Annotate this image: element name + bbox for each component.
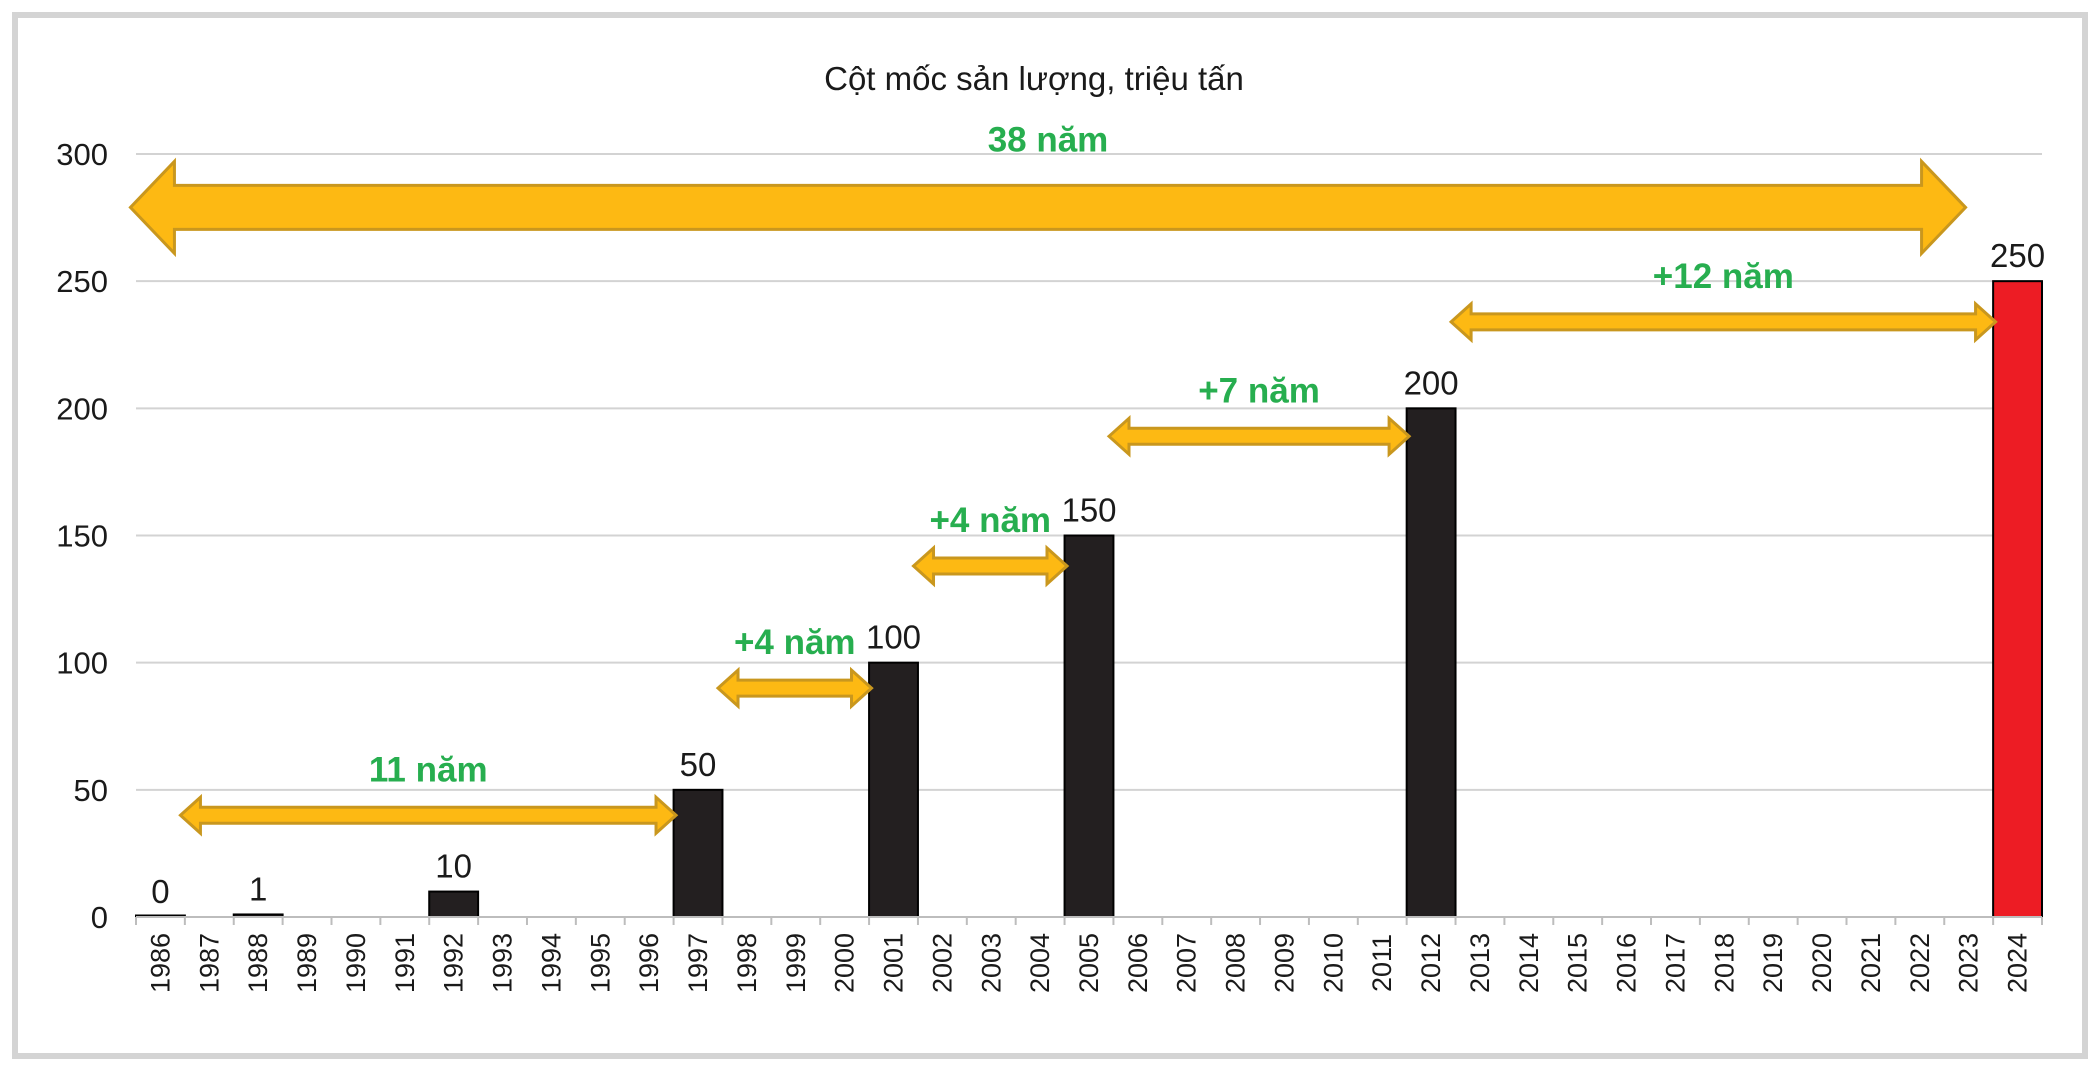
bar-2024	[1992, 280, 2043, 918]
bar-value-label: 100	[866, 619, 921, 656]
x-tick-label: 2001	[879, 933, 909, 993]
duration-arrow	[178, 793, 679, 837]
bar-2005	[1063, 534, 1115, 918]
x-tick-label: 2004	[1025, 933, 1055, 993]
duration-label: +7 năm	[1198, 371, 1320, 410]
x-tick-label: 2020	[1807, 933, 1837, 993]
bar-value-label: 1	[249, 870, 267, 907]
y-tick-label: 150	[56, 519, 108, 554]
x-tick-label: 2009	[1269, 933, 1299, 993]
x-tick-label: 1998	[732, 933, 762, 993]
x-tick-label: 2008	[1221, 933, 1251, 993]
chart-frame: Cột mốc sản lượng, triệu tấn 0 50 100 150 20…	[12, 12, 2088, 1059]
x-tick-label: 1999	[781, 933, 811, 993]
bar-chart: Cột mốc sản lượng, triệu tấn 05010015020…	[56, 60, 2045, 993]
x-tick-label: 2003	[976, 933, 1006, 993]
duration-arrow	[911, 544, 1070, 588]
bar-value-label: 0	[151, 873, 169, 910]
duration-arrow	[715, 666, 874, 710]
x-tick-label: 2023	[1954, 933, 1984, 993]
x-tick-label: 1986	[145, 933, 175, 993]
bar-1997	[672, 788, 724, 918]
x-tick-label: 2000	[830, 933, 860, 993]
x-tick-label: 1995	[585, 933, 615, 993]
x-tick-label: 2005	[1074, 933, 1104, 993]
chart-title: Cột mốc sản lượng, triệu tấn	[824, 60, 1244, 97]
x-tick-label: 2011	[1367, 934, 1397, 992]
x-tick-label: 2006	[1123, 933, 1153, 993]
x-tick-label: 2013	[1465, 933, 1495, 993]
bar-2012	[1405, 407, 1457, 918]
x-tick-label: 2012	[1416, 933, 1446, 993]
x-tick-label: 1988	[243, 933, 273, 993]
y-tick-label: 50	[74, 773, 108, 808]
x-tick-label: 2002	[927, 933, 957, 993]
duration-arrows: 38 năm 11 năm +4 năm +4 năm +7 năm +12 năm	[128, 120, 1998, 837]
bar-value-label: 250	[1990, 237, 2045, 274]
bar-1992	[428, 890, 480, 918]
y-tick-label: 0	[91, 900, 108, 935]
y-tick-label: 100	[56, 646, 108, 681]
x-tick-label: 2022	[1905, 933, 1935, 993]
duration-arrow	[128, 157, 1968, 258]
x-axis-ticks: 1986 1987 1988 1989 1990 1991 1992 1993 1994 1995…	[145, 933, 2032, 993]
duration-label: 38 năm	[988, 120, 1109, 159]
y-axis-ticks: 0 50 100 150 200 250 300	[56, 137, 108, 935]
x-tick-label: 1992	[439, 933, 469, 993]
duration-label: +4 năm	[929, 501, 1051, 540]
x-tick-label: 2014	[1514, 933, 1544, 993]
x-tick-label: 2016	[1612, 933, 1642, 993]
x-tick-label: 1987	[194, 933, 224, 993]
bar-2001	[868, 661, 919, 919]
duration-label: +4 năm	[734, 623, 856, 662]
y-tick-label: 200	[56, 391, 108, 426]
bar-value-label: 150	[1061, 492, 1116, 529]
duration-arrow	[1448, 300, 1998, 344]
x-tick-label: 1994	[536, 933, 566, 993]
x-tick-label: 1996	[634, 933, 664, 993]
duration-label: 11 năm	[369, 750, 488, 789]
x-tick-label: 2017	[1660, 933, 1690, 993]
bar-value-label: 200	[1404, 364, 1459, 401]
x-tick-label: 1997	[683, 933, 713, 993]
bar-value-label: 50	[680, 746, 717, 783]
x-tick-label: 2021	[1856, 933, 1886, 993]
y-tick-label: 300	[56, 137, 108, 172]
duration-arrow	[1106, 414, 1412, 458]
duration-label: +12 năm	[1653, 257, 1794, 296]
x-tick-label: 2018	[1709, 933, 1739, 993]
bar-value-label: 10	[435, 848, 472, 885]
x-tick-label: 2019	[1758, 933, 1788, 993]
x-tick-label: 2007	[1172, 933, 1202, 993]
x-tick-label: 2010	[1318, 933, 1348, 993]
x-tick-label: 2015	[1563, 933, 1593, 993]
x-tick-label: 1989	[292, 933, 322, 993]
x-tick-label: 1991	[390, 933, 420, 993]
x-tick-label: 1993	[488, 933, 518, 993]
x-tick-label: 2024	[2003, 933, 2033, 993]
x-tick-label: 1990	[341, 933, 371, 993]
x-axis	[135, 916, 2043, 925]
y-tick-label: 250	[56, 264, 108, 299]
